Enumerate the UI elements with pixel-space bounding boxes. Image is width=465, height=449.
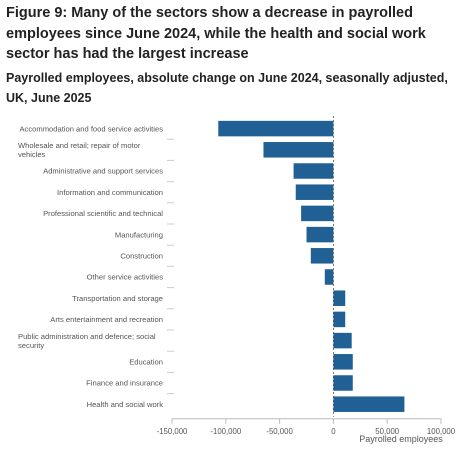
category-label: Other service activities: [87, 273, 164, 282]
x-tick-label: 100,000: [427, 427, 456, 436]
category-label: Transportation and storage: [72, 294, 163, 303]
category-label: Information and communication: [57, 188, 163, 197]
category-label: Construction: [120, 252, 163, 261]
bar: [333, 396, 405, 412]
category-label: Public administration and defence; socia…: [18, 332, 156, 350]
category-label: Arts entertainment and recreation: [50, 315, 163, 324]
bar: [333, 354, 353, 370]
x-tick-label: -100,000: [210, 427, 241, 436]
chart-title: Figure 9: Many of the sectors show a dec…: [6, 5, 426, 62]
row-separators: [167, 138, 174, 395]
category-label: Finance and insurance: [86, 379, 163, 388]
bar: [310, 248, 334, 264]
bar: [306, 226, 334, 243]
bar: [295, 184, 334, 200]
bars: [218, 120, 405, 412]
bar: [333, 332, 352, 349]
category-label: Accommodation and food service activitie…: [19, 124, 163, 133]
category-label: Health and social work: [87, 400, 164, 409]
x-tick-label: 50,000: [375, 427, 400, 436]
bar: [333, 290, 346, 306]
category-label: Manufacturing: [115, 230, 163, 239]
x-tick-label: -150,000: [157, 427, 188, 436]
x-tick-label: 0: [331, 427, 336, 436]
category-label: Education: [129, 358, 163, 367]
bar: [218, 120, 334, 137]
bar: [333, 311, 346, 328]
category-labels: Accommodation and food service activitie…: [18, 124, 163, 409]
chart-subtitle: Payrolled employees, absolute change on …: [6, 71, 448, 105]
bar: [301, 205, 334, 222]
x-axis-title: Payrolled employees: [359, 434, 443, 444]
bar: [333, 375, 353, 391]
bar: [293, 163, 334, 179]
x-axis: -150,000 -100,000 -50,000 0 50,000 100,000: [157, 116, 456, 436]
category-label: Administrative and support services: [43, 167, 163, 176]
category-label: Professional scientific and technical: [43, 209, 163, 218]
bar: [324, 269, 334, 285]
bar: [263, 142, 334, 158]
category-label: Wholesale and retail; repair of motor veh…: [18, 141, 141, 159]
x-tick-label: -50,000: [266, 427, 293, 436]
